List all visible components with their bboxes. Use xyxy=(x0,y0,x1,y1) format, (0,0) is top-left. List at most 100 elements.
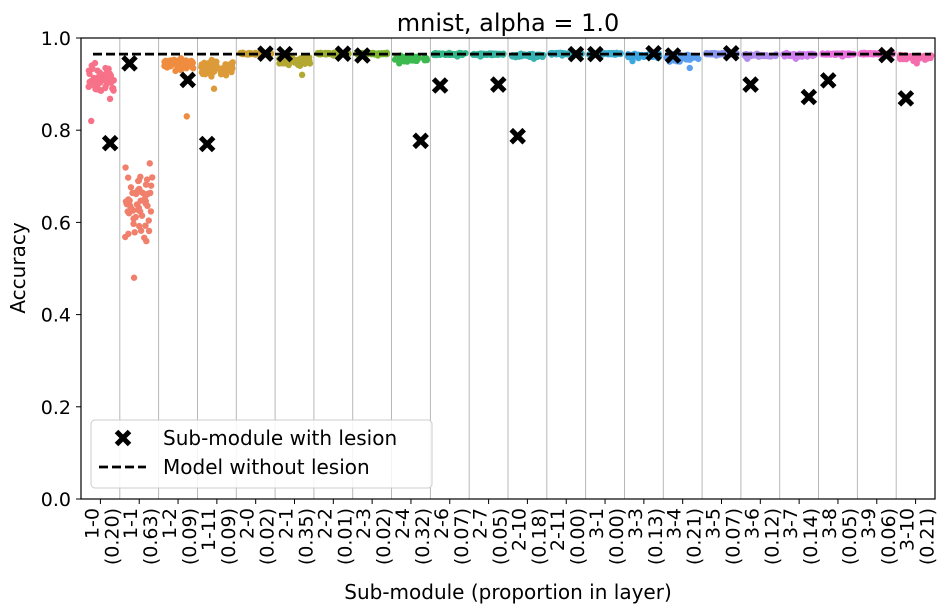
lesion-marker-3-6 xyxy=(742,76,759,93)
trial-point-1-1 xyxy=(130,274,138,281)
trial-point-1-0 xyxy=(97,71,105,78)
legend-baseline-label: Model without lesion xyxy=(163,455,370,479)
x-tick-name: 1-0 xyxy=(81,508,103,539)
x-tick-label-2-1: 2-1(0.35) xyxy=(276,508,318,565)
x-tick-name: 2-3 xyxy=(353,508,375,539)
trial-point-1-1 xyxy=(130,215,137,222)
x-tick-label-2-11: 2-11(0.00) xyxy=(547,508,589,565)
grid-layer xyxy=(119,38,897,499)
trial-point-1-1 xyxy=(138,212,146,219)
trial-point-2-4 xyxy=(421,55,428,63)
lesion-marker-1-2 xyxy=(179,71,197,89)
x-tick-proportion: (0.35) xyxy=(296,508,318,565)
x-tick-proportion: (0.05) xyxy=(839,508,861,565)
x-tick-proportion: (0.09) xyxy=(218,508,240,565)
trial-point-1-1 xyxy=(137,197,144,204)
trial-point-1-2 xyxy=(174,63,181,71)
x-tick-label-3-7: 3-7(0.14) xyxy=(780,508,822,565)
x-tick-proportion: (0.13) xyxy=(645,508,667,565)
trial-point-1-1 xyxy=(125,196,132,203)
y-tick-label: 0.0 xyxy=(41,489,71,511)
x-tick-proportion: (0.21) xyxy=(684,508,706,565)
x-tick-proportion: (0.20) xyxy=(101,508,123,565)
trial-point-1-1 xyxy=(124,174,132,181)
lesion-marker-2-11 xyxy=(567,45,585,63)
trial-point-2-4 xyxy=(412,56,419,63)
x-tick-name: 3-9 xyxy=(858,508,880,539)
x-axis-title: Sub-module (proportion in layer) xyxy=(344,580,672,604)
trial-point-1-0 xyxy=(106,95,114,103)
trial-point-3-5 xyxy=(712,50,719,58)
trial-point-1-11 xyxy=(229,59,236,66)
x-tick-label-3-8: 3-8(0.05) xyxy=(819,508,861,565)
trial-point-1-1 xyxy=(137,173,144,181)
x-tick-label-3-10: 3-10(0.21) xyxy=(897,508,939,565)
trial-point-1-2 xyxy=(183,113,190,120)
points-layer xyxy=(85,49,935,281)
trial-point-2-1 xyxy=(298,71,306,79)
trial-point-1-0 xyxy=(102,83,109,90)
lesion-marker-2-7 xyxy=(490,76,507,93)
y-axis-title: Accuracy xyxy=(6,222,30,313)
trial-point-1-1 xyxy=(127,204,134,211)
trial-point-1-2 xyxy=(165,62,173,69)
trial-point-2-1 xyxy=(305,54,313,61)
trial-point-1-11 xyxy=(198,69,206,76)
x-tick-proportion: (0.32) xyxy=(412,508,434,565)
trial-point-1-1 xyxy=(147,182,155,189)
trial-point-3-4 xyxy=(686,64,693,72)
x-tick-label-1-2: 1-2(0.09) xyxy=(159,508,201,565)
lesion-marker-3-8 xyxy=(819,72,837,89)
x-tick-name: 1-1 xyxy=(120,508,142,539)
lesion-marker-3-3 xyxy=(645,44,662,62)
lesion-marker-3-9 xyxy=(878,46,895,64)
lesion-marker-1-1 xyxy=(121,55,138,72)
trial-point-3-10 xyxy=(901,55,908,62)
x-tick-proportion: (0.00) xyxy=(567,508,589,565)
x-tick-proportion: (0.00) xyxy=(606,508,628,565)
trial-point-1-11 xyxy=(211,65,219,72)
trial-point-1-2 xyxy=(165,57,173,65)
y-tick-label: 0.4 xyxy=(41,305,71,327)
x-tick-label-1-0: 1-0(0.20) xyxy=(81,508,123,565)
trial-point-1-0 xyxy=(105,65,112,73)
trial-point-1-1 xyxy=(141,234,148,241)
y-tick-label: 0.8 xyxy=(41,120,71,142)
lesion-marker-3-7 xyxy=(800,88,818,106)
chart-title: mnist, alpha = 1.0 xyxy=(397,9,620,37)
trial-point-1-1 xyxy=(142,222,149,229)
trial-point-1-11 xyxy=(201,59,208,67)
x-tick-label-2-4: 2-4(0.32) xyxy=(392,508,434,565)
x-tick-name: 2-0 xyxy=(237,508,259,539)
x-tick-name: 3-5 xyxy=(703,508,725,539)
x-tick-label-1-1: 1-1(0.63) xyxy=(120,508,162,565)
x-tick-proportion: (0.09) xyxy=(179,508,201,565)
x-tick-name: 2-6 xyxy=(431,508,453,539)
trial-point-1-2 xyxy=(171,58,178,66)
trial-point-2-1 xyxy=(285,61,292,69)
lesion-marker-3-5 xyxy=(722,44,740,62)
x-tick-name: 1-11 xyxy=(198,508,220,551)
trial-point-1-0 xyxy=(107,79,115,86)
x-tick-label-2-0: 2-0(0.02) xyxy=(237,508,279,565)
trial-point-2-0 xyxy=(242,50,249,58)
x-tick-name: 1-2 xyxy=(159,508,181,539)
trial-point-1-1 xyxy=(122,233,129,241)
trial-point-1-2 xyxy=(185,59,192,66)
lesion-marker-3-4 xyxy=(664,47,682,64)
trial-point-2-1 xyxy=(301,54,308,61)
trial-point-1-1 xyxy=(132,190,140,198)
x-tick-name: 2-10 xyxy=(508,508,530,551)
trial-point-2-4 xyxy=(404,58,411,65)
trial-point-1-1 xyxy=(143,191,151,198)
trial-point-3-4 xyxy=(685,53,693,60)
x-tick-label-2-3: 2-3(0.02) xyxy=(353,508,395,565)
trial-point-1-11 xyxy=(210,85,218,92)
trial-point-1-11 xyxy=(224,61,231,69)
x-tick-label-2-7: 2-7(0.05) xyxy=(470,508,512,565)
lesion-marker-2-2 xyxy=(334,45,352,62)
x-tick-proportion: (0.14) xyxy=(800,508,822,565)
x-tick-name: 3-7 xyxy=(780,508,802,539)
trial-point-1-1 xyxy=(125,210,133,217)
x-tick-proportion: (0.21) xyxy=(917,508,939,565)
